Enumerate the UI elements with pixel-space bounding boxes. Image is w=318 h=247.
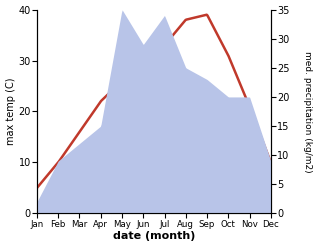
X-axis label: date (month): date (month) — [113, 231, 195, 242]
Y-axis label: med. precipitation (kg/m2): med. precipitation (kg/m2) — [303, 51, 313, 172]
Y-axis label: max temp (C): max temp (C) — [5, 78, 16, 145]
